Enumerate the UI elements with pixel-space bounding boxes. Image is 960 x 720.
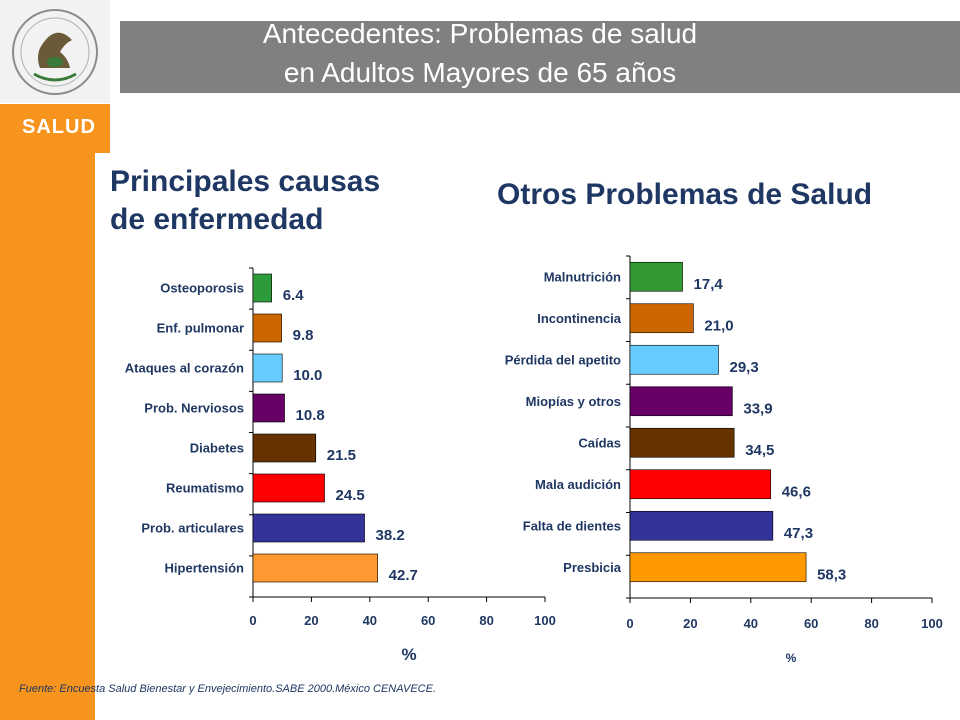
left-chart-category-label: Osteoporosis <box>160 281 244 296</box>
left-chart-bar <box>252 433 317 463</box>
right-chart-x-tick-label: 20 <box>683 616 697 631</box>
right-chart-value-label: 29,3 <box>729 359 758 376</box>
left-chart-heading: Principales causas de enfermedad <box>110 163 380 239</box>
left-chart-value-label: 21.5 <box>327 447 356 464</box>
right-chart-bar <box>629 552 807 583</box>
right-chart-bar <box>629 261 683 292</box>
left-chart-x-tick-label: 40 <box>363 613 377 628</box>
right-chart-value-label: 46,6 <box>782 483 811 500</box>
coat-of-arms-logo <box>0 0 110 103</box>
left-chart-heading-line-2: de enfermedad <box>110 203 324 236</box>
right-chart-bar <box>629 427 735 458</box>
left-chart-value-label: 6.4 <box>283 287 305 304</box>
right-chart-x-axis-label: % <box>786 651 797 665</box>
right-chart-bar <box>629 510 774 541</box>
right-chart-x-tick-label: 100 <box>921 616 943 631</box>
right-chart-value-label: 34,5 <box>745 442 774 459</box>
left-chart-x-axis-label: % <box>401 645 416 664</box>
left-chart-bar <box>252 513 365 543</box>
left-chart-bar <box>252 313 282 343</box>
right-chart-heading: Otros Problemas de Salud <box>497 178 873 211</box>
right-chart-value-label: 58,3 <box>817 566 846 583</box>
right-chart-category-label: Incontinencia <box>537 311 622 326</box>
left-chart-value-label: 38.2 <box>376 527 405 544</box>
right-chart-bar <box>629 303 694 334</box>
title-bar <box>120 21 960 93</box>
left-chart-category-label: Enf. pulmonar <box>157 321 244 336</box>
right-chart-bar <box>629 469 772 500</box>
right-chart-category-label: Miopías y otros <box>526 394 621 409</box>
right-chart-category-label: Caídas <box>578 435 621 450</box>
left-chart-category-label: Prob. Nerviosos <box>144 401 244 416</box>
eagle-seal-icon <box>12 9 98 95</box>
right-chart-category-label: Malnutrición <box>544 269 621 284</box>
right-chart-category-label: Pérdida del apetito <box>505 352 621 367</box>
right-chart-value-label: 33,9 <box>743 400 772 417</box>
right-chart-value-label: 17,4 <box>694 276 724 293</box>
left-chart-category-label: Hipertensión <box>165 561 245 576</box>
left-chart-x-tick-label: 0 <box>249 613 256 628</box>
left-chart-value-label: 42.7 <box>389 567 418 584</box>
brand-label: SALUD <box>22 116 96 138</box>
left-chart-heading-line-1: Principales causas <box>110 165 381 198</box>
left-chart-bar <box>252 393 285 423</box>
left-chart-value-label: 10.0 <box>293 367 322 384</box>
content-panel <box>95 153 960 720</box>
brand-band <box>0 103 110 154</box>
left-chart-value-label: 24.5 <box>336 487 365 504</box>
left-chart-category-label: Prob. articulares <box>141 521 244 536</box>
left-chart-bar <box>252 473 325 503</box>
left-chart-x-tick-label: 20 <box>304 613 318 628</box>
page-title-line-1: Antecedentes: Problemas de salud <box>262 18 698 49</box>
right-chart-bar <box>629 386 733 417</box>
right-chart-value-label: 21,0 <box>704 317 733 334</box>
right-chart-x-tick-label: 80 <box>864 616 878 631</box>
right-chart-x-tick-label: 0 <box>626 616 633 631</box>
right-chart-x-tick-label: 60 <box>804 616 818 631</box>
right-chart-x-tick-label: 40 <box>744 616 758 631</box>
left-chart-bar <box>252 553 378 583</box>
right-chart-bar <box>629 344 719 375</box>
left-chart-value-label: 9.8 <box>293 327 314 344</box>
left-chart-x-tick-label: 80 <box>479 613 493 628</box>
left-chart-x-tick-label: 100 <box>534 613 556 628</box>
left-chart-x-tick-label: 60 <box>421 613 435 628</box>
source-note: Fuente: Encuesta Salud Bienestar y Envej… <box>19 683 436 695</box>
left-chart-bar <box>252 273 272 303</box>
left-chart-category-label: Reumatismo <box>166 481 244 496</box>
right-chart-category-label: Mala audición <box>535 477 621 492</box>
left-chart-value-label: 10.8 <box>296 407 325 424</box>
page-title-line-2: en Adultos Mayores de 65 años <box>283 57 677 88</box>
right-chart-category-label: Presbicia <box>563 560 622 575</box>
left-chart-bar <box>252 353 283 383</box>
left-chart-category-label: Ataques al corazón <box>125 361 244 376</box>
left-chart-category-label: Diabetes <box>190 441 244 456</box>
right-chart-category-label: Falta de dientes <box>523 518 621 533</box>
right-chart-value-label: 47,3 <box>784 525 813 542</box>
